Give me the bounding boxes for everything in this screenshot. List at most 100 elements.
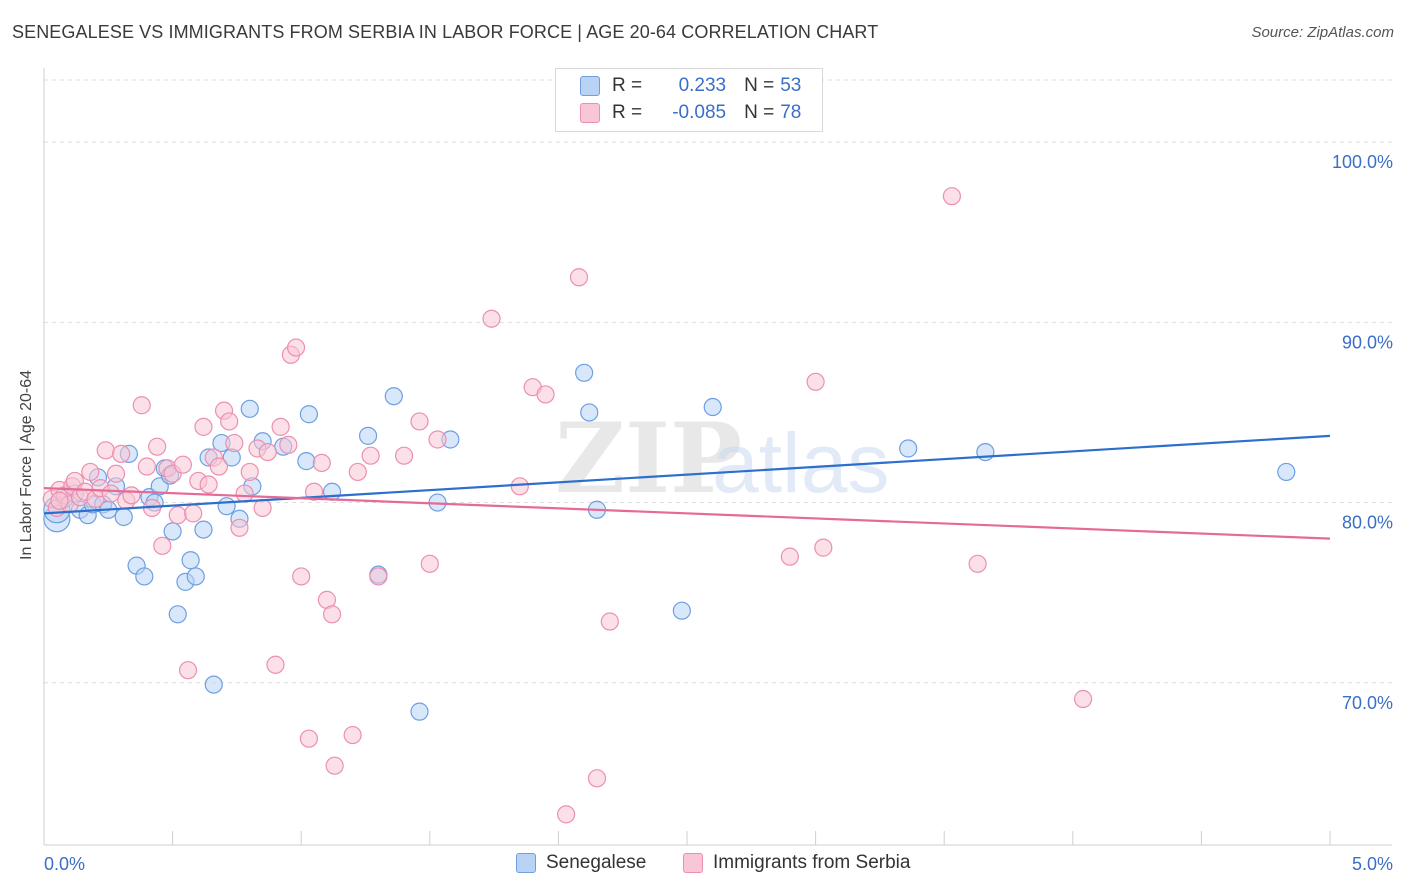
serbia-point xyxy=(348,462,367,482)
serbia-point xyxy=(96,441,115,460)
legend-row-serbia: R = -0.085 N = 78 xyxy=(580,101,801,125)
legend-swatch-pink xyxy=(580,103,600,123)
legend-r-value: 0.233 xyxy=(678,75,727,96)
serbia-point xyxy=(253,498,272,518)
serbia-point xyxy=(50,491,69,510)
serbia-point xyxy=(420,554,439,573)
serbia-point xyxy=(814,538,833,557)
senegalese-point xyxy=(240,399,259,418)
serbia-point xyxy=(312,453,331,473)
senegalese-point xyxy=(297,452,316,471)
serbia-point xyxy=(137,457,156,476)
serbia-point xyxy=(194,417,213,436)
serbia-point xyxy=(1073,689,1093,709)
serbia-point xyxy=(279,435,298,454)
senegalese-point xyxy=(194,520,213,539)
serbia-point xyxy=(780,547,799,566)
senegalese-point xyxy=(410,702,429,721)
serbia-point xyxy=(240,462,259,482)
watermark-atlas: atlas xyxy=(712,416,889,510)
legend-r-value: -0.085 xyxy=(672,102,727,123)
serbia-point xyxy=(81,462,100,482)
series-legend: Senegalese Immigrants from Serbia xyxy=(0,852,1406,878)
series-name-serbia: Immigrants from Serbia xyxy=(713,852,911,873)
senegalese-point xyxy=(217,497,236,516)
serbia-point xyxy=(178,661,198,680)
serbia-point xyxy=(266,655,285,674)
senegalese-point xyxy=(703,397,722,417)
serbia-point xyxy=(299,729,319,748)
serbia-point xyxy=(112,444,131,463)
senegalese-point xyxy=(163,522,182,541)
senegalese-point xyxy=(580,403,599,422)
serbia-point xyxy=(286,338,306,357)
y-tick-label: 90.0% xyxy=(1342,332,1393,352)
senegalese-point xyxy=(181,551,200,570)
senegalese-point xyxy=(168,605,187,624)
serbia-point xyxy=(220,412,239,431)
legend-swatch-blue xyxy=(580,76,600,96)
serbia-trendline xyxy=(43,487,1331,540)
serbia-point xyxy=(410,412,429,431)
senegalese-point xyxy=(299,405,319,424)
serbia-point xyxy=(132,396,151,415)
chart-title: SENEGALESE VS IMMIGRANTS FROM SERBIA IN … xyxy=(12,22,879,42)
series-swatch-blue xyxy=(516,853,536,873)
legend-n-value: 78 xyxy=(780,102,802,123)
y-tick-label: 100.0% xyxy=(1332,152,1393,172)
senegalese-trendline xyxy=(43,434,1331,515)
serbia-point xyxy=(361,446,380,465)
y-tick-label: 70.0% xyxy=(1342,693,1393,713)
serbia-point xyxy=(235,484,254,503)
serbia-point xyxy=(968,554,987,573)
serbia-point xyxy=(184,504,203,523)
serbia-point xyxy=(209,457,228,476)
serbia-point xyxy=(322,605,342,624)
x-tick-label: 0.0% xyxy=(44,854,85,874)
senegalese-point xyxy=(358,426,378,445)
serbia-point xyxy=(587,769,607,788)
senegalese-point xyxy=(204,675,223,694)
serbia-point xyxy=(394,446,414,465)
serbia-point xyxy=(569,268,589,287)
series-swatch-pink xyxy=(683,853,703,873)
serbia-point xyxy=(343,725,362,745)
serbia-point xyxy=(148,437,167,456)
senegalese-point xyxy=(114,507,133,527)
senegalese-point xyxy=(186,567,205,586)
serbia-point xyxy=(106,464,126,483)
source-label: Source: ZipAtlas.com xyxy=(1251,24,1394,41)
serbia-point xyxy=(428,430,447,449)
legend-n-label: N = xyxy=(744,75,775,96)
senegalese-point xyxy=(322,482,342,501)
series-legend-senegalese: Senegalese xyxy=(516,852,646,874)
legend-n-value: 53 xyxy=(780,75,802,96)
legend-r-label: R = xyxy=(612,75,643,96)
serbia-point xyxy=(168,506,187,525)
y-tick-label: 80.0% xyxy=(1342,513,1393,533)
serbia-point xyxy=(942,187,962,206)
serbia-point xyxy=(122,486,141,505)
senegalese-point xyxy=(575,363,594,382)
serbia-point xyxy=(153,536,172,555)
serbia-point xyxy=(271,417,290,436)
senegalese-point xyxy=(899,439,918,458)
legend-row-senegalese: R = 0.233 N = 53 xyxy=(580,74,801,98)
senegalese-point xyxy=(135,567,154,586)
serbia-point xyxy=(199,475,218,494)
serbia-point xyxy=(510,477,529,496)
serbia-point xyxy=(258,442,277,462)
serbia-point xyxy=(101,484,120,503)
series-legend-serbia: Immigrants from Serbia xyxy=(683,852,910,874)
serbia-point xyxy=(230,518,249,537)
series-name-senegalese: Senegalese xyxy=(546,852,647,873)
serbia-point xyxy=(600,612,619,631)
senegalese-point xyxy=(672,601,691,620)
senegalese-point xyxy=(384,387,403,406)
legend-r-label: R = xyxy=(612,102,643,123)
serbia-point xyxy=(806,372,825,391)
serbia-point xyxy=(482,309,501,328)
serbia-point xyxy=(173,455,192,474)
serbia-point xyxy=(369,567,388,586)
